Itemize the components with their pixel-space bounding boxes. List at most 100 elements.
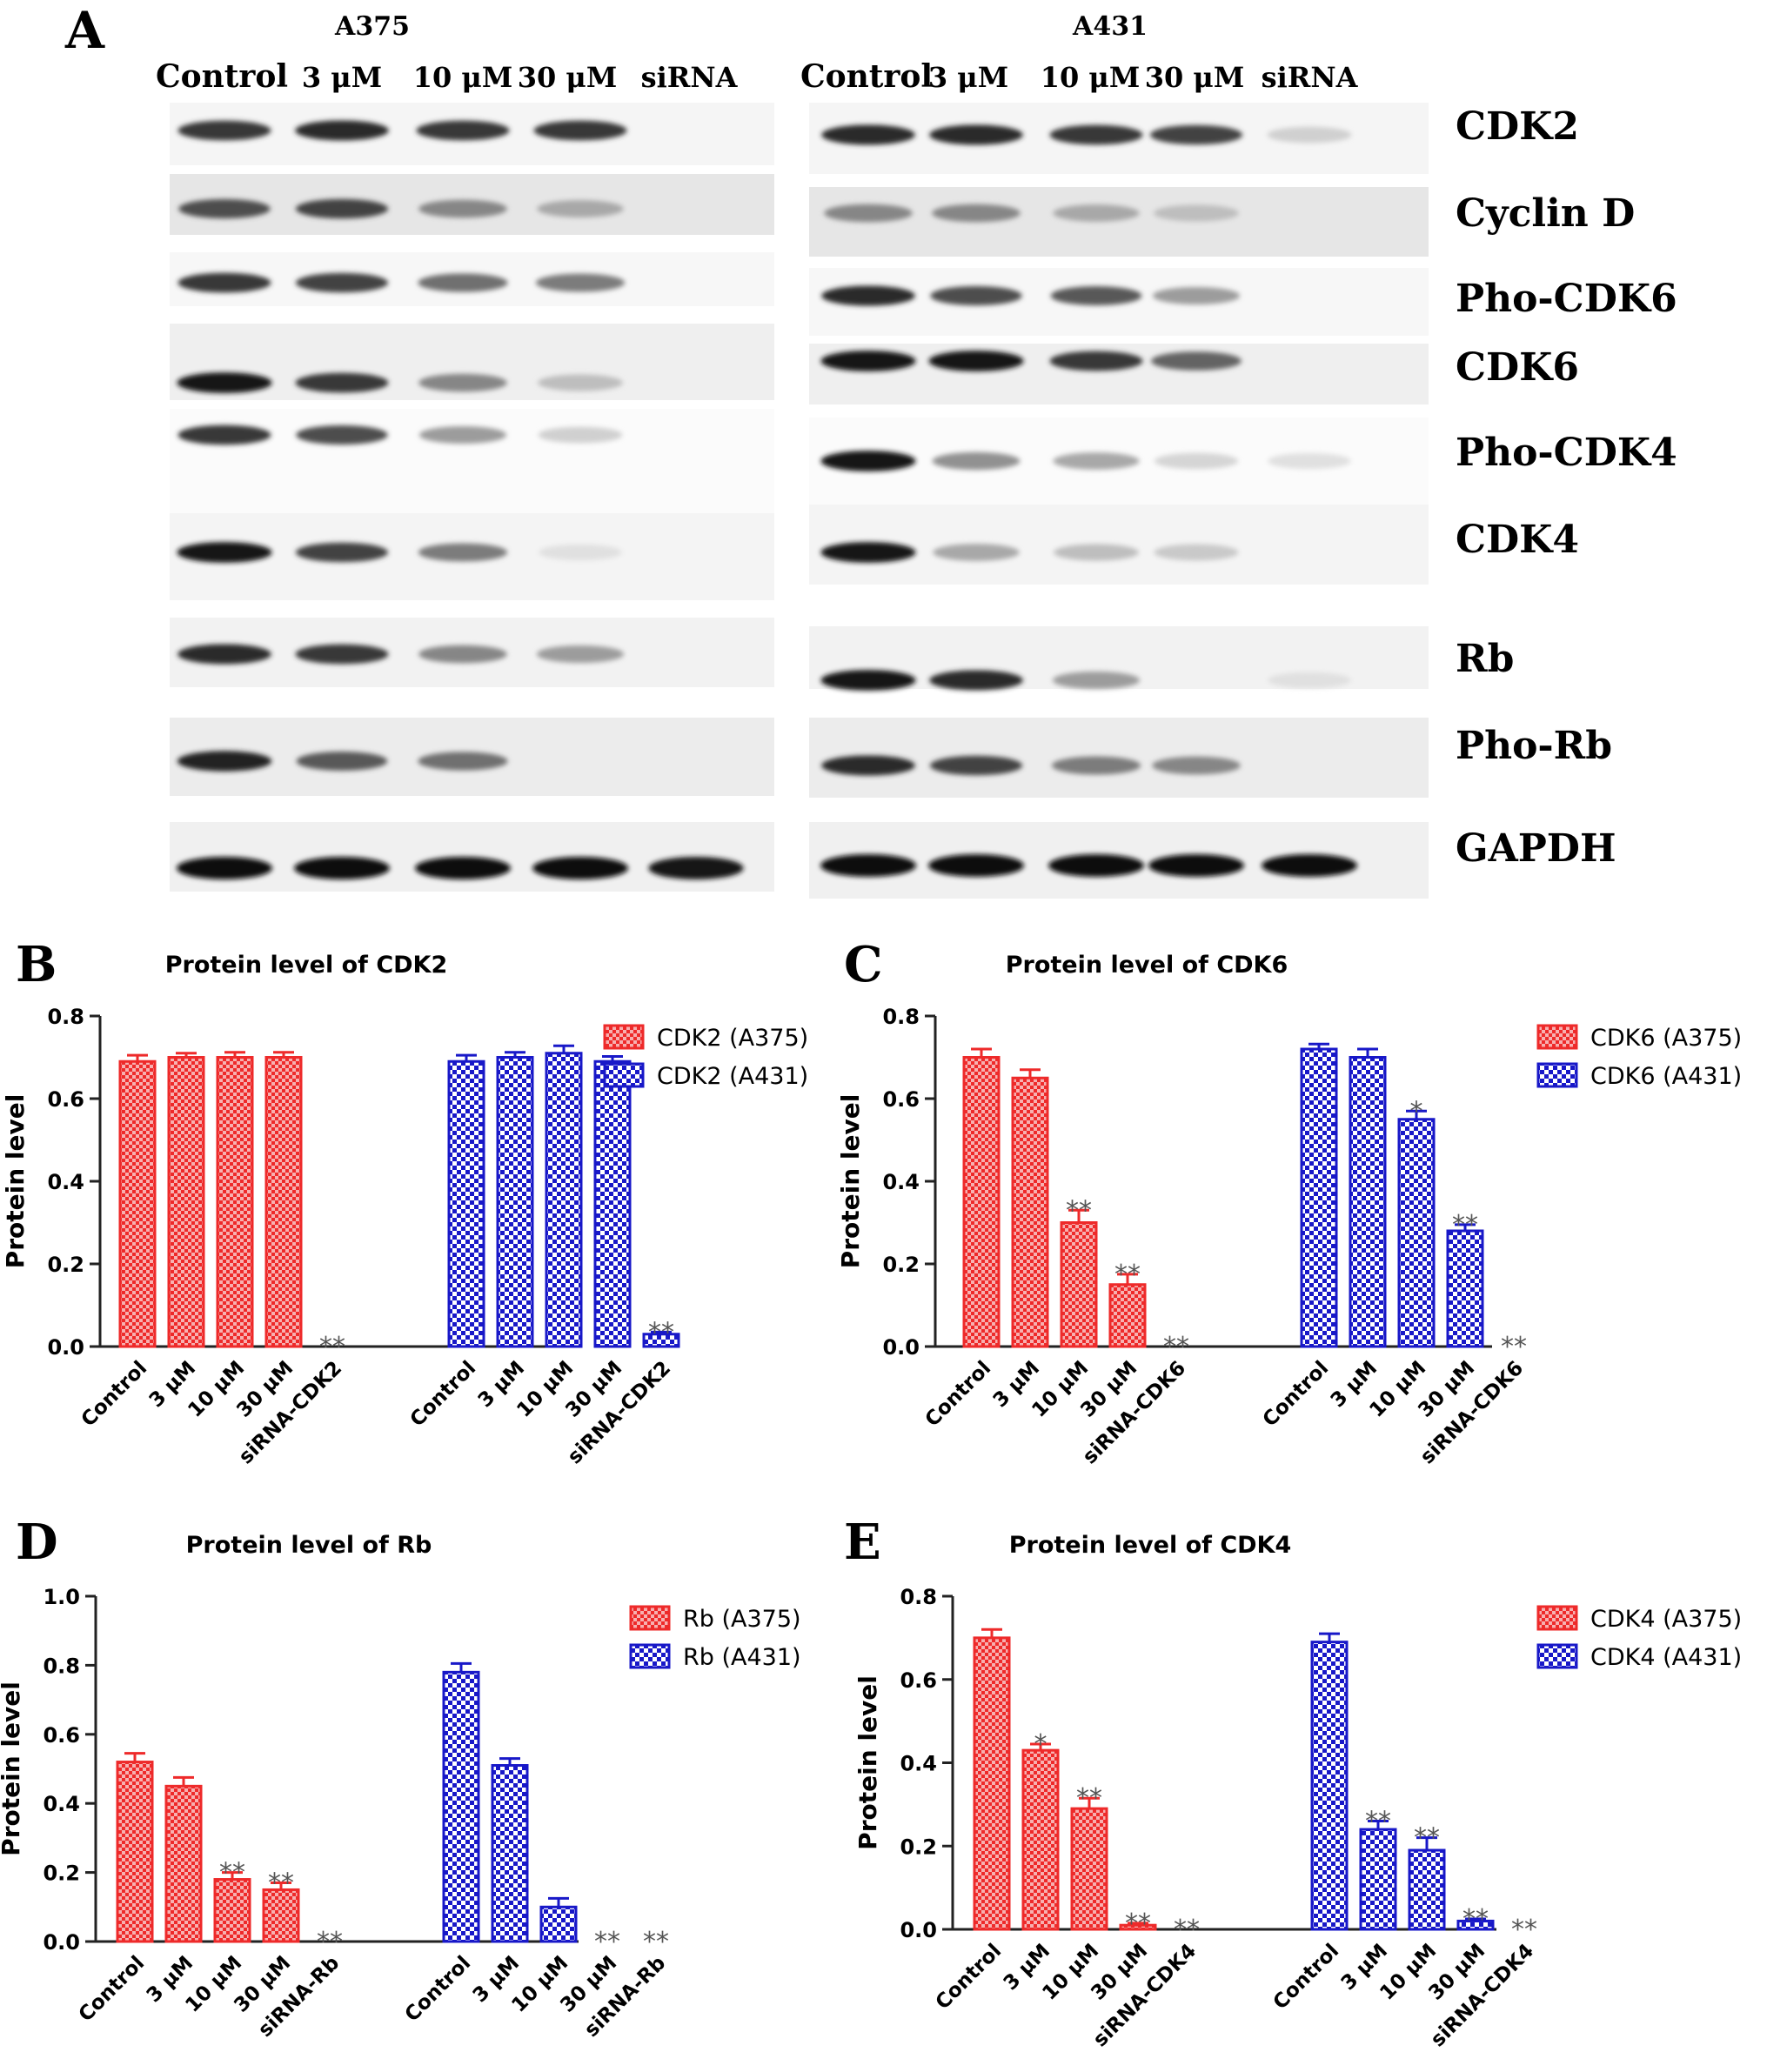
legend-swatch: [1536, 1643, 1578, 1669]
y-axis-label: Protein level: [836, 1094, 865, 1269]
blot-band: [296, 752, 388, 771]
blot-band: [295, 120, 389, 141]
blot-band: [1154, 452, 1239, 470]
bar: [213, 1878, 251, 1943]
y-tick-label: 0.8: [43, 1654, 80, 1678]
blot-band: [1154, 204, 1239, 222]
lane-label: 3 μM: [928, 61, 1008, 94]
blot-band: [177, 424, 271, 445]
blot-band: [538, 374, 623, 391]
y-tick-label: 0.2: [882, 1253, 920, 1277]
y-tick-label: 0.4: [47, 1170, 84, 1194]
significance-label: *: [1410, 1096, 1423, 1126]
y-tick-label: 0.2: [47, 1253, 84, 1277]
blot-band: [1267, 126, 1352, 144]
y-tick-label: 0.0: [43, 1930, 80, 1955]
significance-label: **: [319, 1332, 345, 1362]
y-tick-label: 1.0: [43, 1585, 80, 1609]
blot-strip: [170, 409, 774, 513]
blot-band: [1049, 351, 1143, 371]
blot-band: [177, 272, 271, 293]
bar: [1349, 1056, 1387, 1348]
legend-label: Rb (A375): [683, 1606, 801, 1633]
y-axis-label: Protein level: [0, 1681, 25, 1856]
panel-letter-a: A: [64, 1, 105, 60]
significance-label: **: [1163, 1332, 1189, 1362]
blot-band: [418, 752, 508, 771]
lane-label: 30 μM: [1145, 61, 1245, 94]
bar: [1108, 1283, 1147, 1348]
panel-letter: B: [16, 936, 57, 993]
protein-label: CDK2: [1456, 104, 1579, 149]
protein-label: CDK6: [1456, 345, 1579, 390]
chart-panel-d: D Protein level of Rb 0.0 0.2 0.4 0.6 0.8 1.0 Pr…: [0, 1514, 801, 2042]
blot-band: [536, 645, 625, 664]
panel-letter: D: [16, 1514, 58, 1571]
blot-band: [418, 273, 508, 292]
x-tick-label: Control: [1269, 1940, 1344, 2015]
blot-band: [418, 543, 508, 562]
lane-label: siRNA: [641, 61, 739, 94]
blot-band: [1054, 544, 1139, 561]
blot-band: [538, 426, 623, 444]
blot-band: [1051, 756, 1141, 775]
blot-band: [418, 425, 507, 444]
legend-label: CDK4 (A431): [1590, 1644, 1742, 1671]
blot-band: [295, 372, 389, 393]
bar: [116, 1761, 154, 1943]
y-tick-label: 0.6: [43, 1723, 80, 1748]
blot-band: [1262, 854, 1357, 877]
protein-label: GAPDH: [1456, 826, 1616, 871]
blot-band: [928, 351, 1024, 371]
significance-label: **: [1066, 1195, 1092, 1226]
blot-band: [821, 285, 915, 306]
blot-band: [1049, 124, 1143, 145]
bar: [539, 1905, 578, 1943]
y-tick-label: 0.6: [882, 1087, 920, 1112]
blot-band: [1149, 124, 1243, 145]
significance-label: **: [1462, 1904, 1489, 1935]
chart-title: Protein level of Rb: [186, 1532, 432, 1559]
blot-band: [1148, 854, 1244, 877]
blot-band: [295, 542, 389, 563]
protein-label: Rb: [1456, 637, 1514, 681]
significance-label: **: [219, 1858, 245, 1888]
bar: [1408, 1848, 1446, 1931]
significance-label: **: [648, 1317, 674, 1347]
blot-band: [532, 857, 628, 879]
legend-label: CDK4 (A375): [1590, 1606, 1742, 1633]
blot-band: [648, 857, 744, 879]
significance-label: **: [1174, 1915, 1200, 1945]
legend-swatch: [1536, 1605, 1578, 1631]
lane-label: 3 μM: [302, 61, 382, 94]
protein-label: Pho-CDK6: [1456, 277, 1677, 321]
blot-band: [177, 542, 272, 563]
y-tick-label: 0.8: [900, 1585, 937, 1609]
bar: [1446, 1229, 1484, 1348]
legend-swatch: [629, 1605, 671, 1631]
blot-band: [533, 120, 627, 141]
blot-band: [415, 857, 511, 879]
blot-band: [418, 199, 507, 218]
legend-label: Rb (A431): [683, 1644, 801, 1671]
cell-line-label: A431: [1072, 11, 1148, 42]
bar: [1397, 1118, 1436, 1348]
legend-swatch: [1536, 1024, 1578, 1050]
blot-band: [294, 857, 390, 879]
legend-label: CDK2 (A431): [657, 1063, 808, 1090]
blot-band: [820, 854, 916, 877]
blot-band: [1050, 286, 1142, 305]
chart-title: Protein level of CDK6: [1006, 952, 1288, 979]
significance-label: **: [1414, 1823, 1440, 1854]
bar: [1060, 1221, 1098, 1348]
blot-band: [296, 424, 388, 445]
bar: [1300, 1047, 1338, 1348]
blot-band: [1154, 544, 1239, 561]
significance-label: **: [1114, 1260, 1141, 1290]
blot-band: [821, 124, 915, 145]
y-tick-label: 0.2: [900, 1835, 937, 1859]
blot-band: [177, 372, 272, 393]
blot-band: [933, 544, 1020, 561]
y-tick-label: 0.0: [882, 1335, 920, 1360]
blot-band: [821, 755, 915, 776]
